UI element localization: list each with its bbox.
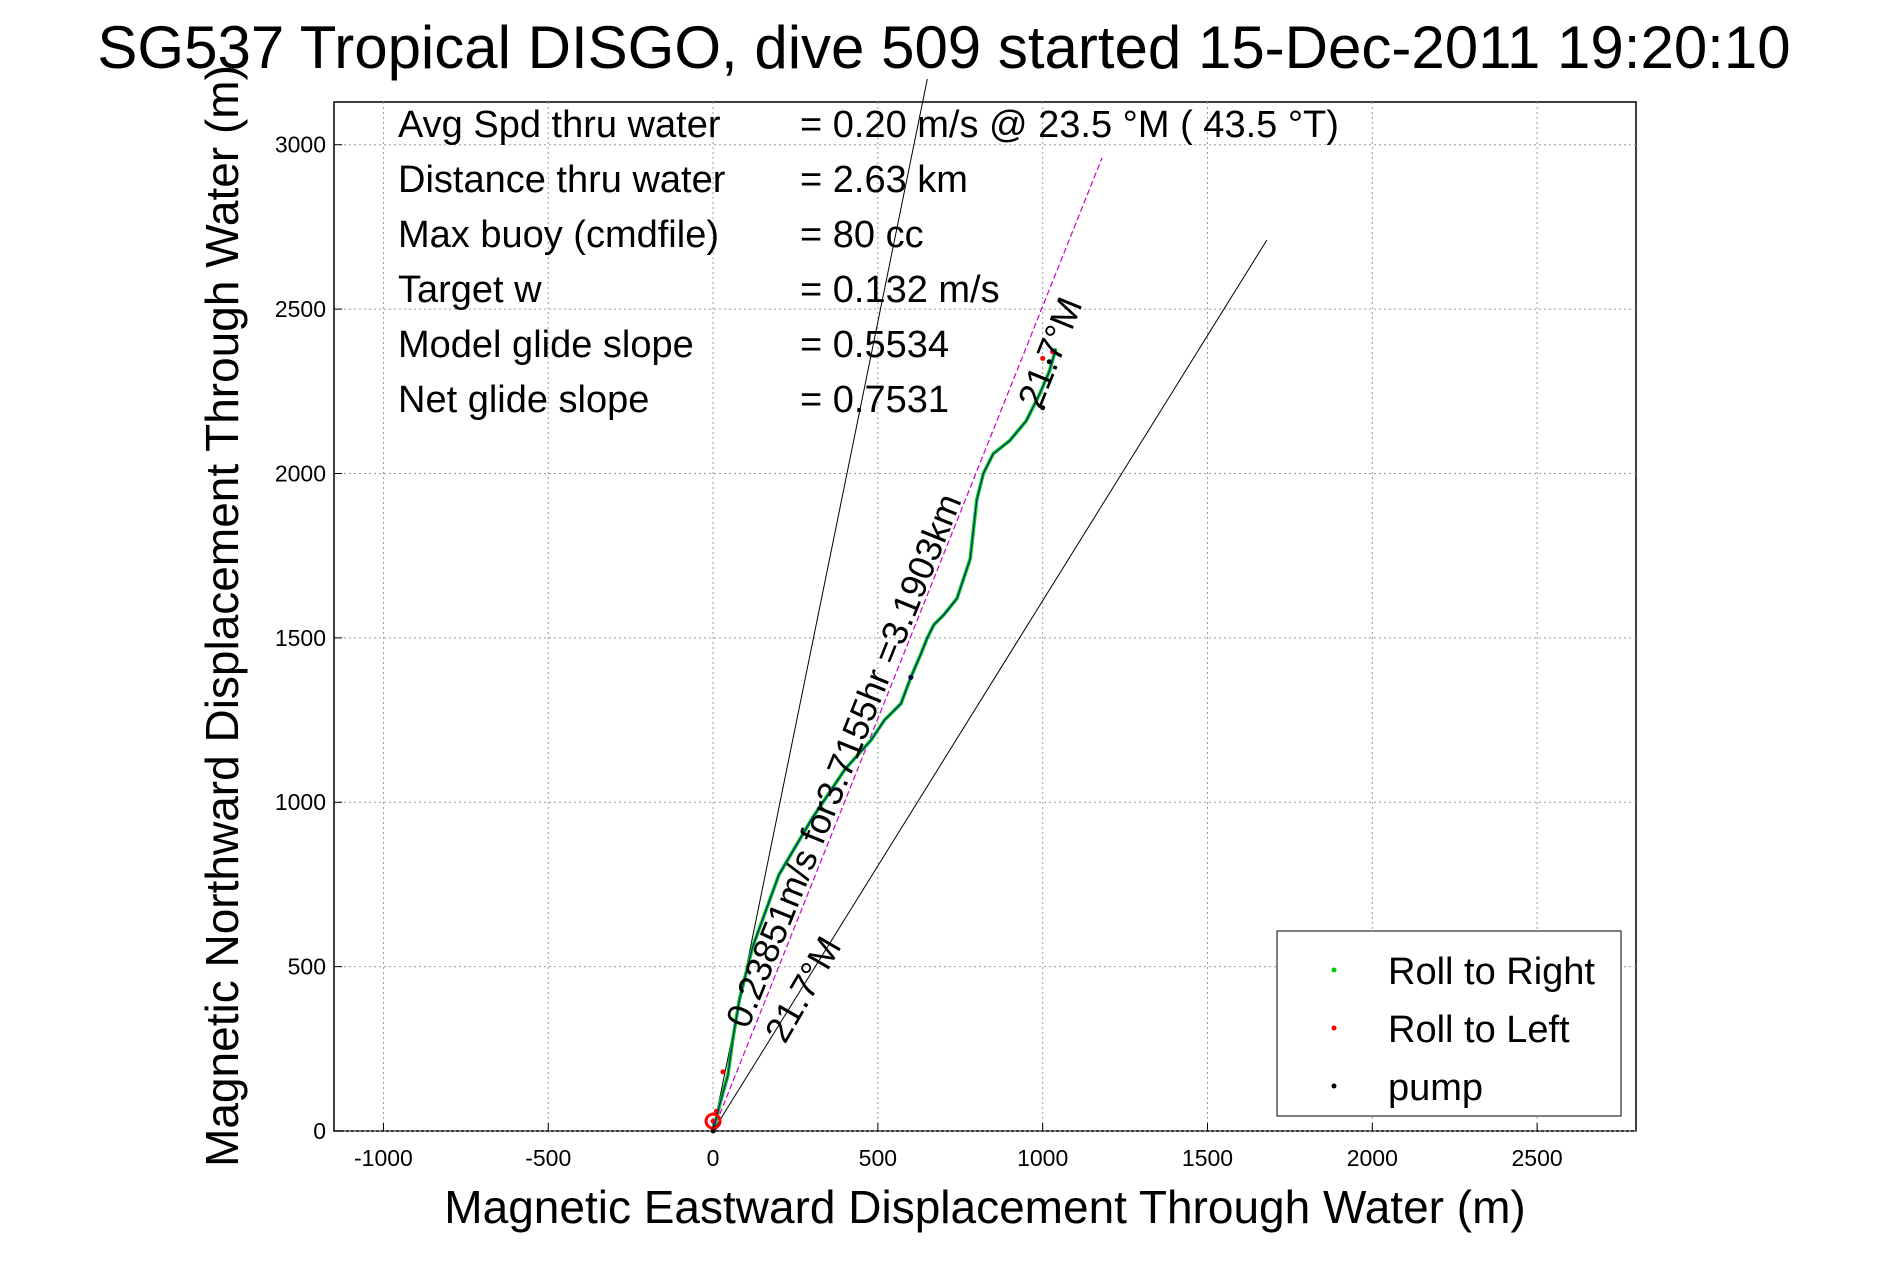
y-tick-label: 3000 [275, 132, 326, 158]
legend-marker [1331, 967, 1337, 973]
plot-area: -1000 -500 0 500 1000 1500 2000 2500 0 500 1000 15… [275, 78, 1637, 1171]
x-tick-label: -1000 [354, 1145, 413, 1171]
grid-lines [334, 102, 1636, 1132]
x-tick-label: 0 [707, 1145, 720, 1171]
x-tick-label: 500 [859, 1145, 897, 1171]
series-current-vector [712, 157, 1103, 1132]
legend-label: pump [1388, 1067, 1483, 1109]
stat-value: = 0.132 m/s [800, 269, 1000, 311]
x-tick-label: 1500 [1182, 1145, 1233, 1171]
legend-label: Roll to Left [1388, 1009, 1570, 1051]
y-axis-label: Magnetic Northward Displacement Through … [196, 65, 248, 1167]
stat-value: = 2.63 km [800, 159, 968, 201]
x-tick-label: 2000 [1347, 1145, 1398, 1171]
legend: Roll to Right Roll to Left pump [1276, 930, 1622, 1117]
series-layer [704, 348, 1058, 1134]
stat-value: = 0.7531 [800, 379, 949, 421]
y-tick-label: 1000 [275, 789, 326, 815]
legend-label: Roll to Right [1388, 951, 1595, 993]
stat-label: Avg Spd thru water [398, 104, 721, 146]
stat-value: = 0.5534 [800, 324, 949, 366]
stat-value: = 80 cc [800, 214, 924, 256]
stat-value: = 0.20 m/s @ 23.5 °M ( 43.5 °T) [800, 104, 1339, 146]
x-axis-label: Magnetic Eastward Displacement Through W… [444, 1181, 1525, 1233]
series-envelope-right [712, 239, 1268, 1132]
point-pump [1046, 359, 1052, 365]
x-tick-label: -500 [525, 1145, 571, 1171]
point-roll-to-left [710, 1118, 716, 1124]
legend-marker [1331, 1025, 1337, 1031]
stat-label: Max buoy (cmdfile) [398, 214, 719, 256]
point-pump [1040, 405, 1046, 411]
y-tick-label: 2000 [275, 460, 326, 486]
point-roll-to-left [1050, 349, 1056, 355]
legend-marker [1331, 1083, 1337, 1089]
chart-title: SG537 Tropical DISGO, dive 509 started 1… [97, 14, 1790, 81]
x-tick-label: 2500 [1512, 1145, 1563, 1171]
point-roll-to-left [720, 1069, 726, 1075]
y-tick-label: 1500 [275, 625, 326, 651]
y-tick-label: 0 [313, 1118, 326, 1144]
x-tick-label: 1000 [1017, 1145, 1068, 1171]
stat-label: Model glide slope [398, 324, 694, 366]
point-roll-to-left [1040, 355, 1046, 361]
y-tick-label: 500 [288, 954, 326, 980]
y-tick-label: 2500 [275, 296, 326, 322]
series-track [712, 348, 1057, 1132]
stat-label: Target w [398, 269, 542, 311]
stats-block: Avg Spd thru water = 0.20 m/s @ 23.5 °M (… [398, 104, 1339, 421]
x-tick-labels: -1000 -500 0 500 1000 1500 2000 2500 [354, 1123, 1563, 1171]
stat-label: Net glide slope [398, 379, 649, 421]
y-tick-labels: 0 500 1000 1500 2000 2500 3000 [275, 132, 342, 1144]
stat-label: Distance thru water [398, 159, 726, 201]
